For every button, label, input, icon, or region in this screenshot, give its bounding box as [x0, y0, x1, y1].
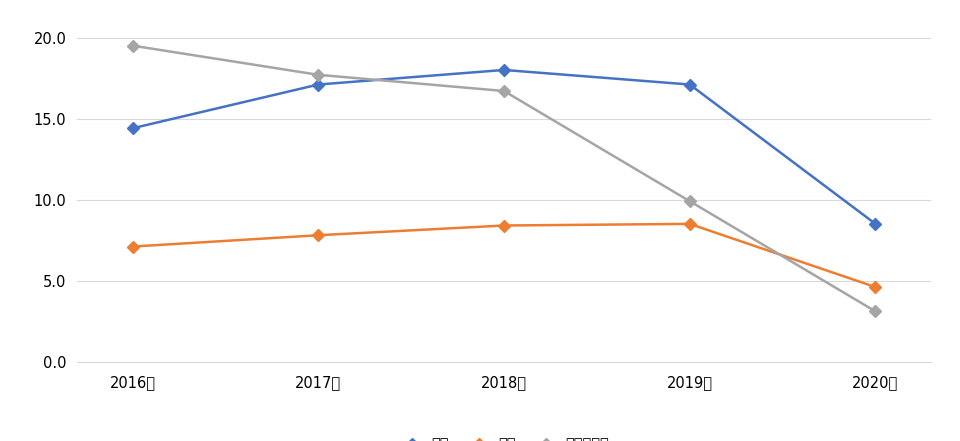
経済 [684, 221, 695, 227]
経済 [313, 232, 324, 238]
経済 [498, 223, 510, 228]
経済 [127, 244, 138, 249]
Line: 法律: 法律 [129, 66, 879, 228]
経済 [870, 284, 881, 290]
政治・国際 [127, 43, 138, 48]
政治・国際 [870, 309, 881, 314]
法律 [127, 126, 138, 131]
Legend: 法律, 経済, 政治・国際: 法律, 経済, 政治・国際 [394, 432, 614, 441]
法律 [313, 82, 324, 87]
法律 [498, 67, 510, 73]
Line: 政治・国際: 政治・国際 [129, 41, 879, 316]
法律 [870, 221, 881, 227]
Line: 経済: 経済 [129, 220, 879, 291]
政治・国際 [313, 72, 324, 78]
政治・国際 [498, 88, 510, 93]
政治・国際 [684, 198, 695, 204]
法律 [684, 82, 695, 87]
